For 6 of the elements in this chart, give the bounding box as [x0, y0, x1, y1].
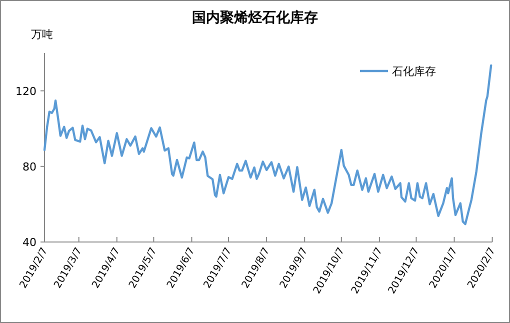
- y-tick-label: 80: [22, 160, 36, 174]
- y-tick-label: 120: [16, 84, 36, 98]
- legend-label: 石化库存: [392, 65, 436, 78]
- y-axis-title: 万吨: [31, 28, 53, 41]
- chart-title: 国内聚烯烃石化库存: [192, 9, 318, 26]
- y-tick-label: 40: [22, 236, 36, 249]
